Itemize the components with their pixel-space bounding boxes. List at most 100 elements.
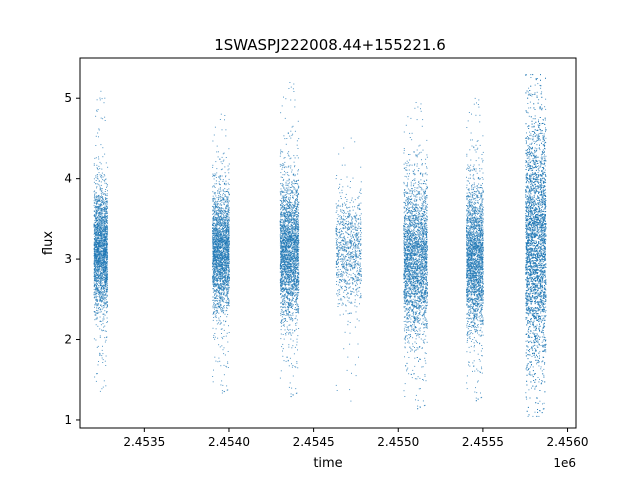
data-point — [222, 338, 224, 340]
data-point — [93, 292, 95, 294]
data-point — [217, 283, 219, 285]
data-point — [98, 246, 100, 248]
data-point — [217, 200, 219, 202]
data-point — [213, 255, 215, 257]
data-point — [228, 299, 230, 301]
data-point — [94, 239, 95, 241]
data-point — [107, 190, 108, 192]
data-point — [221, 241, 223, 243]
data-point — [100, 117, 102, 119]
data-point — [213, 312, 215, 313]
data-point — [219, 294, 220, 296]
data-point — [214, 183, 216, 185]
data-point — [218, 183, 220, 185]
data-point — [99, 244, 101, 245]
data-point — [227, 191, 229, 192]
data-point — [104, 264, 106, 266]
data-point — [106, 272, 108, 274]
data-point — [214, 308, 215, 310]
data-point — [100, 222, 102, 224]
data-point — [104, 251, 106, 252]
data-point — [213, 311, 215, 313]
data-point — [98, 282, 100, 284]
data-point — [221, 269, 223, 271]
data-point — [213, 282, 215, 283]
data-point — [289, 197, 291, 199]
data-point — [224, 354, 226, 356]
data-point — [216, 223, 218, 224]
data-point — [220, 269, 221, 271]
data-point — [94, 247, 96, 249]
data-point — [223, 242, 225, 244]
data-point — [214, 175, 216, 177]
data-point — [223, 215, 225, 217]
data-point — [96, 260, 98, 262]
data-point — [223, 297, 225, 299]
data-point — [223, 283, 225, 285]
data-point — [104, 288, 106, 290]
data-point — [224, 269, 226, 271]
data-point — [99, 297, 101, 299]
data-point — [100, 242, 102, 244]
data-point — [102, 257, 104, 259]
data-point — [97, 231, 99, 233]
data-point — [213, 279, 215, 281]
data-point — [106, 257, 108, 259]
data-point — [98, 280, 100, 282]
data-point — [280, 257, 282, 259]
data-point — [224, 292, 226, 294]
data-point — [100, 297, 102, 299]
data-point — [98, 299, 100, 301]
data-point — [101, 260, 103, 262]
data-point — [103, 263, 105, 265]
data-point — [103, 244, 105, 246]
data-point — [227, 226, 229, 228]
data-point — [222, 245, 224, 246]
data-point — [105, 220, 107, 222]
data-point — [96, 272, 97, 274]
data-point — [226, 366, 228, 368]
data-point — [214, 237, 216, 238]
data-point — [218, 223, 220, 225]
data-point — [106, 289, 108, 291]
data-point — [223, 320, 225, 322]
data-point — [284, 166, 286, 168]
data-point — [105, 241, 107, 243]
data-point — [217, 207, 219, 209]
data-point — [98, 218, 100, 220]
data-point — [226, 389, 228, 391]
data-point — [95, 283, 97, 285]
data-point — [95, 295, 97, 297]
data-point — [298, 282, 299, 284]
data-point — [224, 208, 226, 210]
data-point — [94, 284, 96, 286]
data-point — [217, 279, 219, 281]
data-point — [214, 248, 216, 250]
data-point — [103, 270, 105, 271]
data-point — [225, 247, 227, 249]
data-point — [103, 235, 105, 237]
data-point — [105, 233, 107, 235]
data-point — [101, 270, 103, 272]
data-point — [214, 233, 216, 235]
data-point — [212, 307, 214, 309]
data-point — [106, 224, 108, 226]
data-point — [221, 129, 223, 131]
data-point — [96, 231, 98, 233]
data-point — [95, 281, 97, 283]
data-point — [99, 260, 101, 262]
data-point — [106, 250, 108, 252]
data-point — [104, 272, 106, 274]
data-point — [214, 313, 216, 315]
data-point — [105, 260, 107, 262]
data-point — [104, 237, 106, 238]
data-point — [224, 119, 225, 121]
data-point — [287, 310, 289, 312]
data-point — [226, 227, 228, 229]
data-point — [216, 229, 218, 231]
data-point — [222, 250, 224, 252]
data-point — [98, 222, 100, 224]
data-point — [214, 192, 216, 194]
data-point — [213, 242, 215, 244]
data-point — [212, 185, 214, 187]
